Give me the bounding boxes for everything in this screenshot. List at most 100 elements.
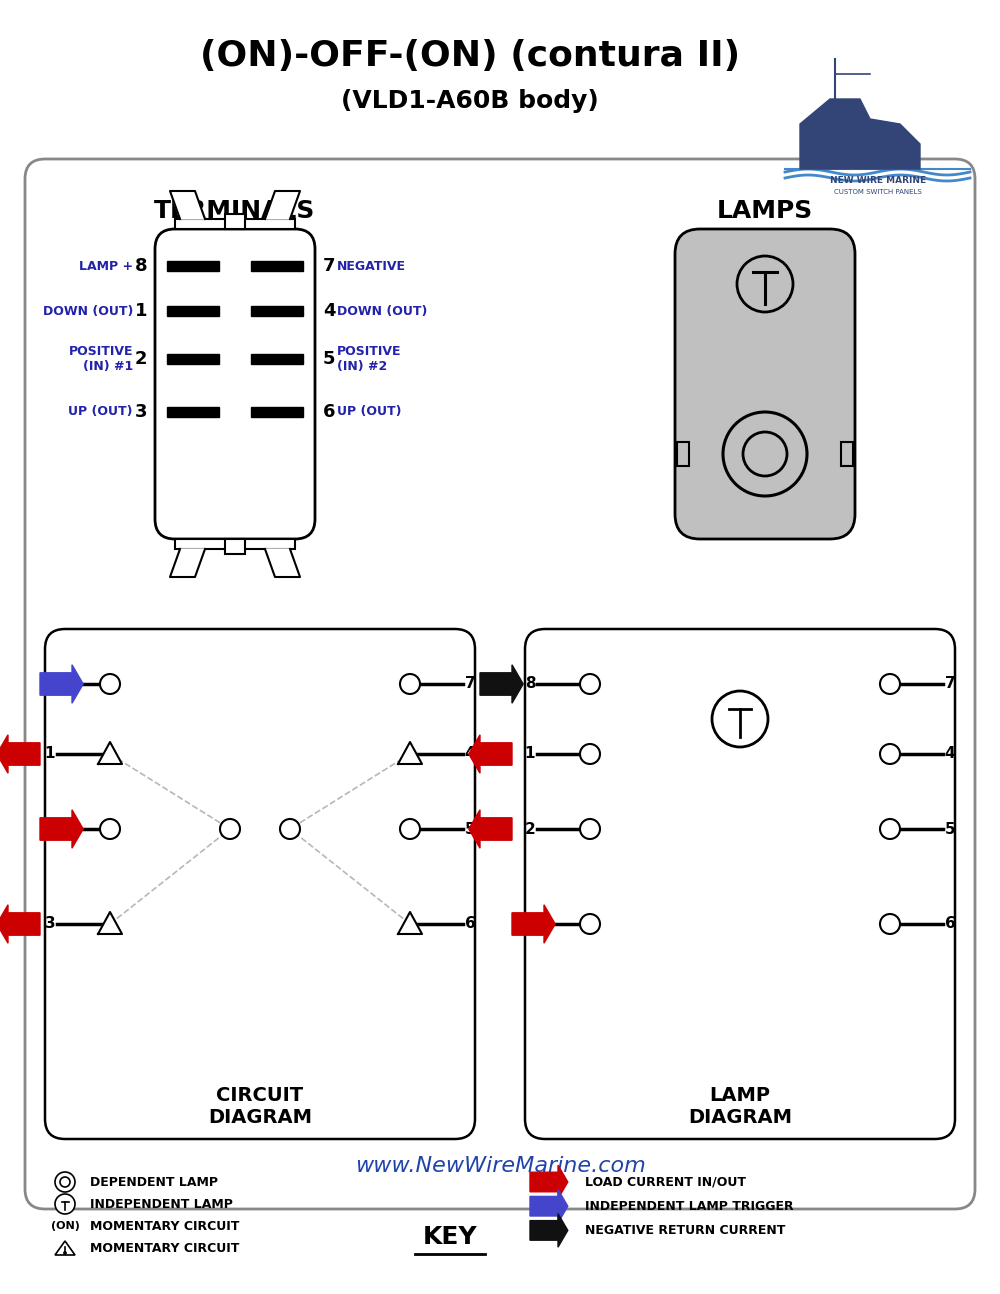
Text: 6: 6	[465, 916, 475, 932]
Text: (VLD1-A60B body): (VLD1-A60B body)	[341, 89, 599, 113]
Polygon shape	[98, 741, 122, 763]
Bar	[167, 261, 219, 270]
Text: TERMINALS: TERMINALS	[154, 199, 316, 223]
Text: LAMP +: LAMP +	[79, 260, 133, 273]
Text: 5: 5	[323, 349, 336, 367]
Bar	[251, 408, 303, 417]
Circle shape	[55, 1172, 75, 1192]
Text: NEGATIVE: NEGATIVE	[337, 260, 406, 273]
Circle shape	[712, 691, 768, 747]
Polygon shape	[512, 905, 555, 943]
Text: DEPENDENT LAMP: DEPENDENT LAMP	[90, 1175, 218, 1188]
Text: (ON): (ON)	[51, 1222, 79, 1231]
Circle shape	[880, 744, 900, 763]
Text: 6: 6	[945, 916, 955, 932]
Polygon shape	[265, 549, 300, 577]
Text: DOWN (OUT): DOWN (OUT)	[43, 304, 133, 317]
Polygon shape	[480, 665, 523, 703]
Text: INDEPENDENT LAMP: INDEPENDENT LAMP	[90, 1197, 233, 1210]
Polygon shape	[98, 912, 122, 934]
Text: DOWN (OUT): DOWN (OUT)	[337, 304, 427, 317]
Circle shape	[220, 819, 240, 839]
Text: MOMENTARY CIRCUIT: MOMENTARY CIRCUIT	[90, 1219, 239, 1232]
Text: 1: 1	[134, 302, 147, 320]
Bar	[677, 443, 689, 466]
Circle shape	[64, 1251, 66, 1254]
Polygon shape	[40, 665, 83, 703]
Text: 2: 2	[134, 349, 147, 367]
Circle shape	[580, 914, 600, 934]
Bar	[167, 408, 219, 417]
Text: 3: 3	[525, 916, 535, 932]
Polygon shape	[170, 192, 205, 219]
Circle shape	[880, 819, 900, 839]
Polygon shape	[170, 549, 205, 577]
Text: 8: 8	[45, 677, 55, 691]
Circle shape	[737, 256, 793, 312]
Text: LOAD CURRENT IN/OUT: LOAD CURRENT IN/OUT	[585, 1175, 746, 1188]
Circle shape	[60, 1178, 70, 1187]
Polygon shape	[530, 1189, 568, 1223]
Text: 4: 4	[465, 747, 475, 761]
Bar	[167, 355, 219, 364]
Text: 5: 5	[945, 822, 955, 836]
Text: LAMPS: LAMPS	[717, 199, 813, 223]
Text: 1: 1	[45, 747, 55, 761]
Text: POSITIVE
(IN) #1: POSITIVE (IN) #1	[68, 345, 133, 373]
Text: 3: 3	[134, 402, 147, 421]
Polygon shape	[55, 1241, 75, 1255]
Text: CUSTOM SWITCH PANELS: CUSTOM SWITCH PANELS	[834, 189, 922, 195]
Text: www.NewWireMarine.com: www.NewWireMarine.com	[355, 1156, 645, 1176]
Bar	[175, 540, 295, 549]
Text: 5: 5	[465, 822, 475, 836]
Polygon shape	[40, 810, 83, 848]
Text: LAMP
DIAGRAM: LAMP DIAGRAM	[688, 1086, 792, 1127]
Text: UP (OUT): UP (OUT)	[68, 405, 133, 418]
Polygon shape	[0, 735, 40, 774]
Text: 8: 8	[134, 258, 147, 276]
Circle shape	[100, 819, 120, 839]
Polygon shape	[0, 905, 40, 943]
Polygon shape	[800, 100, 920, 170]
Text: KEY: KEY	[423, 1225, 477, 1249]
Text: 4: 4	[323, 302, 336, 320]
Bar	[841, 443, 853, 466]
Circle shape	[580, 819, 600, 839]
Text: NEGATIVE RETURN CURRENT: NEGATIVE RETURN CURRENT	[585, 1224, 785, 1237]
Circle shape	[723, 411, 807, 496]
Text: POSITIVE
(IN) #2: POSITIVE (IN) #2	[337, 345, 402, 373]
Polygon shape	[469, 810, 512, 848]
Text: 6: 6	[323, 402, 336, 421]
Text: NEW WIRE MARINE: NEW WIRE MARINE	[830, 176, 926, 185]
FancyBboxPatch shape	[155, 229, 315, 540]
Circle shape	[880, 914, 900, 934]
Text: 3: 3	[45, 916, 55, 932]
Text: 7: 7	[323, 258, 336, 276]
Bar	[167, 305, 219, 316]
Circle shape	[580, 744, 600, 763]
Text: 8: 8	[525, 677, 535, 691]
Text: 4: 4	[945, 747, 955, 761]
Text: 7: 7	[945, 677, 955, 691]
Text: 2: 2	[45, 822, 55, 836]
Bar	[251, 305, 303, 316]
Circle shape	[400, 674, 420, 694]
Circle shape	[400, 819, 420, 839]
Circle shape	[880, 674, 900, 694]
Circle shape	[580, 674, 600, 694]
FancyBboxPatch shape	[25, 159, 975, 1209]
Text: 2: 2	[525, 822, 535, 836]
Bar	[251, 261, 303, 270]
Text: (ON)-OFF-(ON) (contura II): (ON)-OFF-(ON) (contura II)	[200, 39, 740, 72]
Polygon shape	[530, 1165, 568, 1198]
Circle shape	[100, 674, 120, 694]
FancyBboxPatch shape	[45, 629, 475, 1139]
Bar	[225, 214, 245, 229]
Bar	[225, 540, 245, 554]
Text: MOMENTARY CIRCUIT: MOMENTARY CIRCUIT	[90, 1241, 239, 1254]
Bar	[175, 219, 295, 229]
Text: INDEPENDENT LAMP TRIGGER: INDEPENDENT LAMP TRIGGER	[585, 1200, 794, 1212]
Text: 7: 7	[465, 677, 475, 691]
FancyBboxPatch shape	[525, 629, 955, 1139]
Polygon shape	[530, 1214, 568, 1247]
